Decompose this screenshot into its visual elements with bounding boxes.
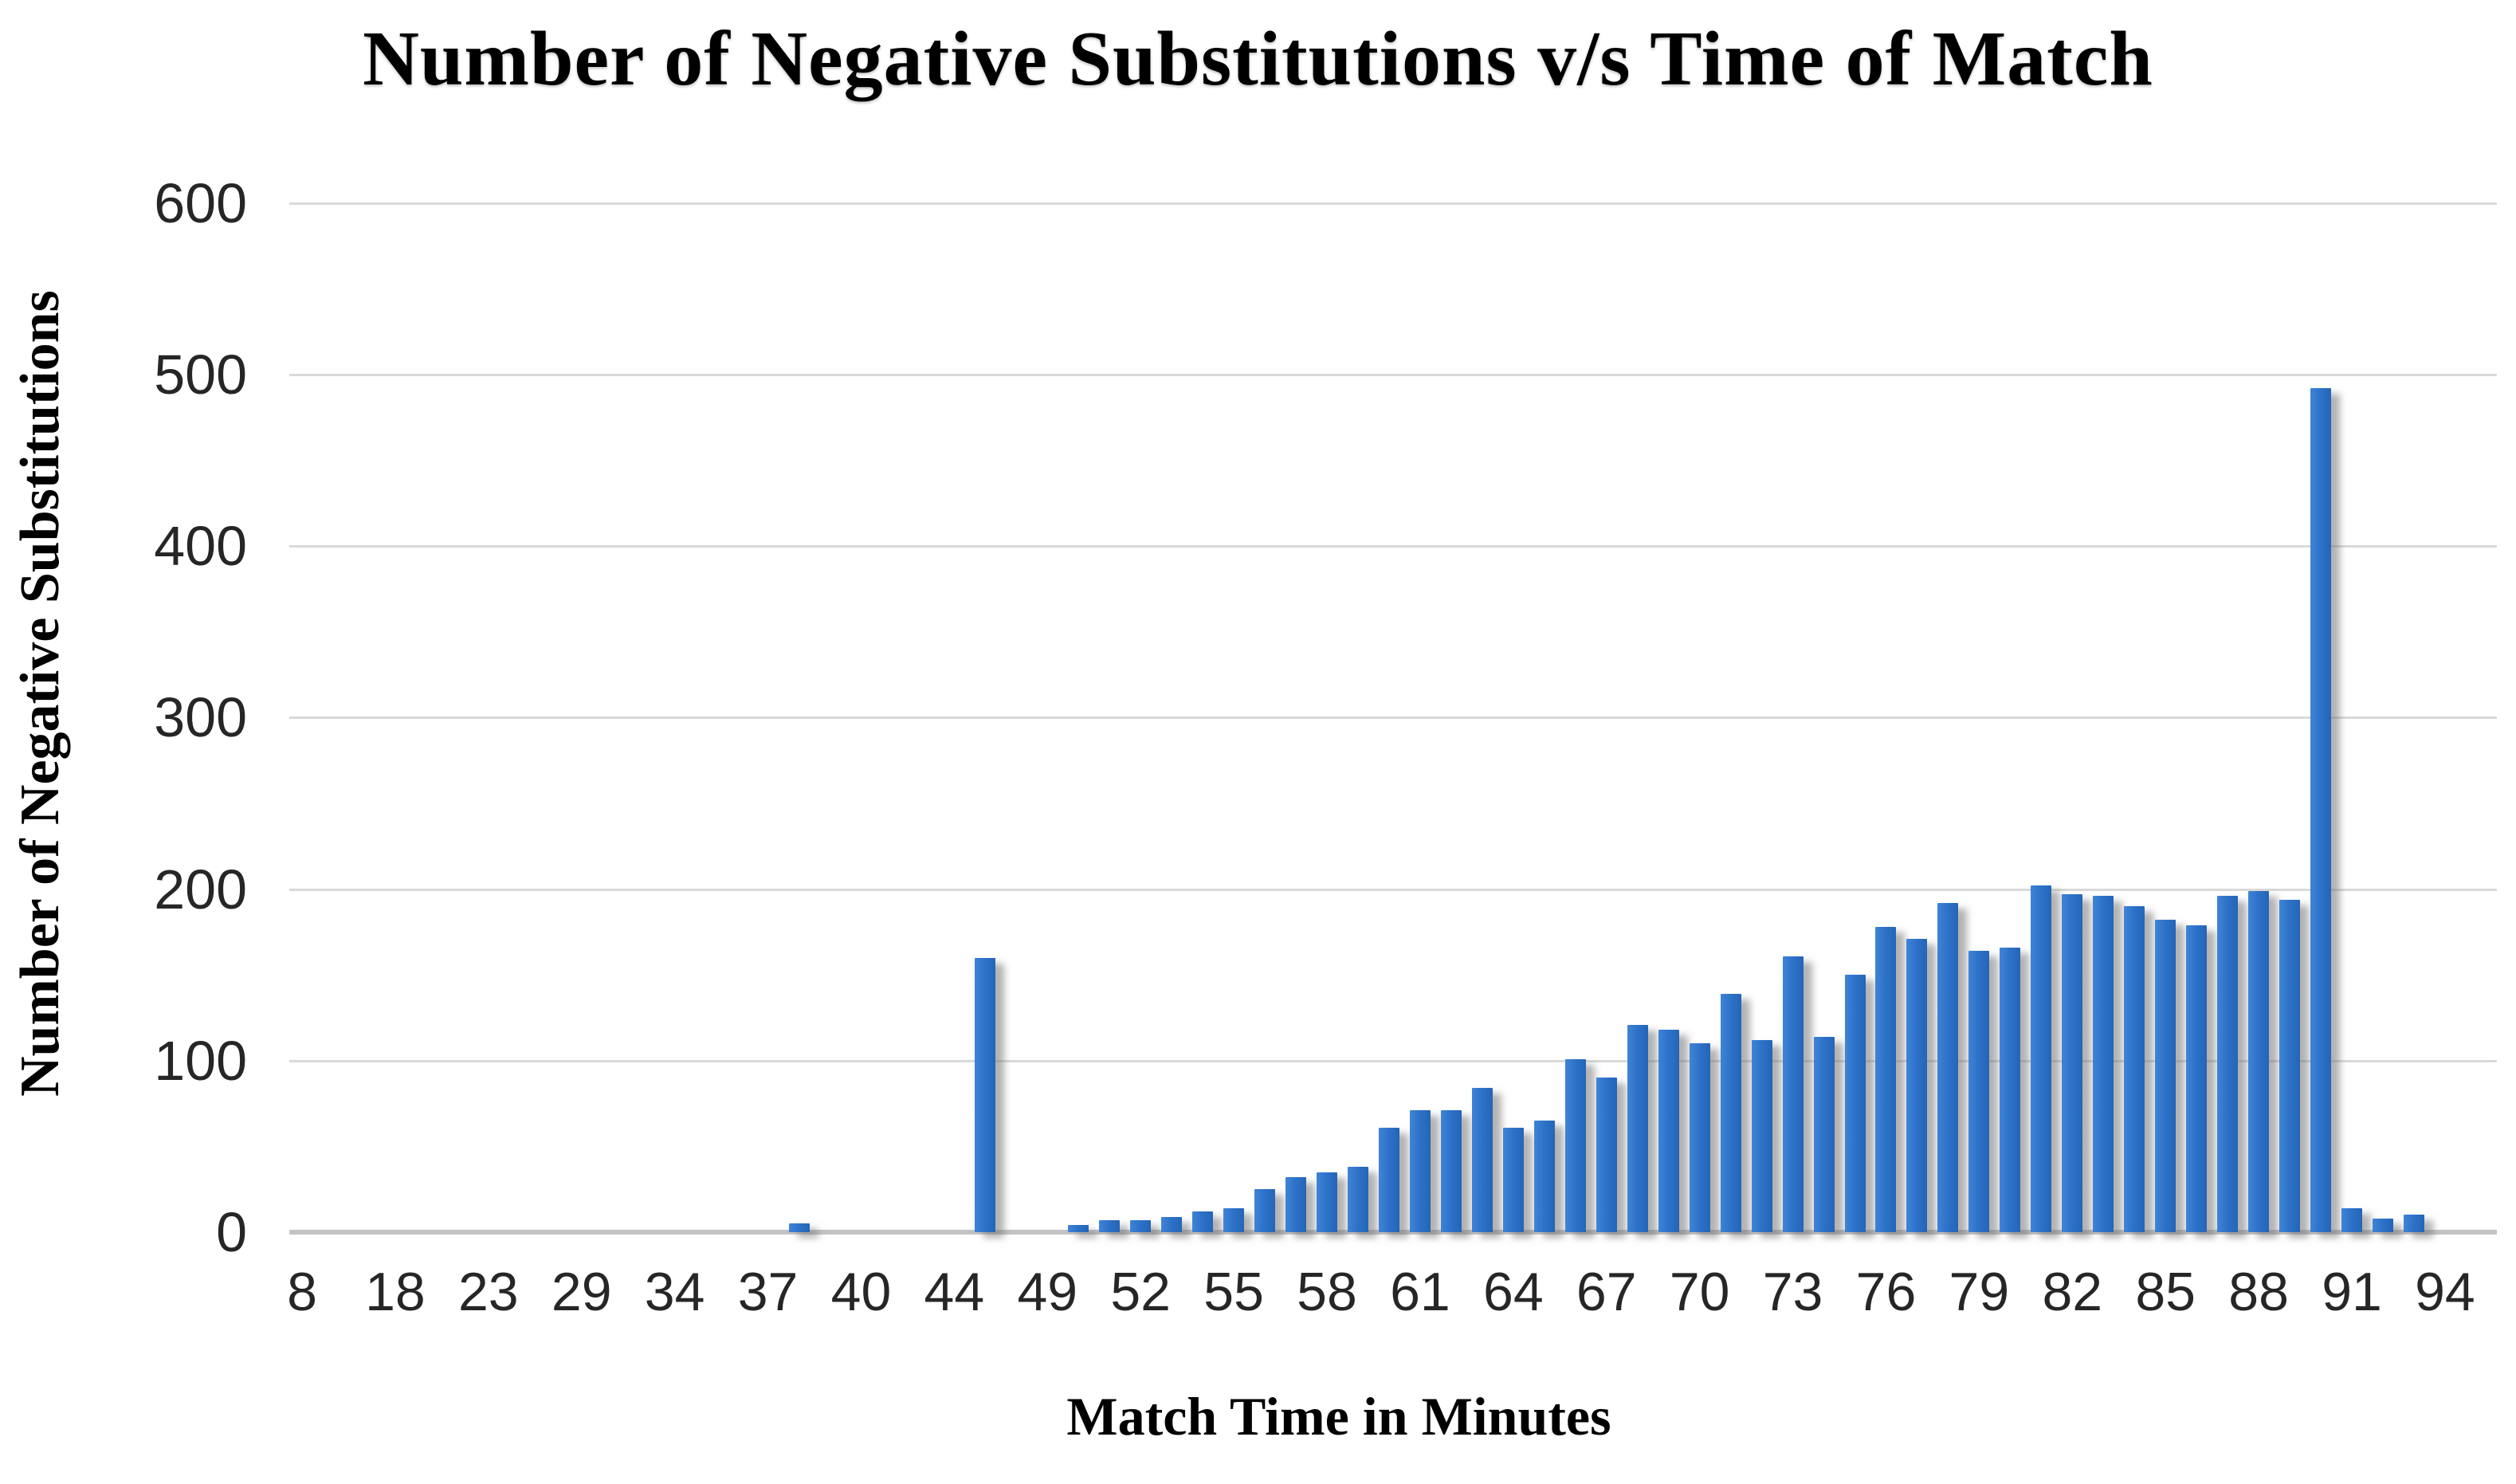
bar-slot-49 [1814,1037,1835,1232]
bar-slot-22 [975,958,995,1232]
x-tick-label-85: 85 [2135,1262,2196,1322]
x-tick-label-29: 29 [551,1262,612,1322]
bar-slot-42-min-67 [1596,1078,1617,1232]
x-tick-label-44: 44 [924,1262,985,1322]
y-tick-label-0: 0 [216,1201,247,1263]
x-tick-label-91: 91 [2322,1262,2382,1322]
gridline-200 [289,888,2497,891]
x-tick-label-67: 67 [1576,1262,1637,1322]
bar-slot-50 [1845,975,1866,1232]
x-tick-label-34: 34 [644,1262,705,1322]
x-tick-label-18: 18 [365,1262,426,1322]
x-tick-label-94: 94 [2415,1262,2475,1322]
y-tick-label-100: 100 [154,1029,247,1092]
bar-slot-59 [2124,906,2145,1232]
bar-slot-46 [1721,994,1741,1232]
bar-slot-16 [789,1223,810,1232]
gridline-600 [289,202,2497,205]
gridline-400 [289,545,2497,548]
x-tick-label-40: 40 [830,1262,892,1322]
x-axis-title: Match Time in Minutes [1066,1386,1611,1447]
bar-slot-63-min-88 [2248,891,2269,1232]
x-tick-label-8: 8 [287,1262,317,1322]
x-axis-line [289,1230,2497,1235]
chart-title: Number of Negative Substitutions v/s Tim… [363,16,2153,102]
x-tick-label-70: 70 [1669,1262,1730,1322]
bar-slot-33-min-58 [1317,1172,1337,1232]
x-tick-label-52: 52 [1110,1262,1172,1322]
bar-slot-61 [2186,925,2207,1232]
bar-slot-29 [1192,1211,1213,1232]
bar-slot-66-min-91 [2341,1208,2362,1232]
gridline-500 [289,374,2497,376]
bar-slot-35 [1379,1128,1399,1232]
bar-slot-25 [1068,1225,1089,1232]
bar-slot-32 [1285,1177,1306,1232]
x-tick-label-82: 82 [2042,1262,2103,1322]
bar-slot-64 [2279,900,2300,1232]
x-tick-label-61: 61 [1390,1262,1450,1322]
bar-slot-58 [2093,896,2114,1232]
bar-slot-45-min-70 [1690,1043,1710,1232]
gridline-300 [289,716,2497,720]
x-tick-label-55: 55 [1203,1262,1264,1322]
bar-slot-54-min-79 [1968,951,1989,1232]
bar-slot-52 [1906,939,1927,1232]
y-tick-label-500: 500 [154,344,247,406]
x-tick-label-37: 37 [737,1262,799,1322]
bar-slot-62 [2217,896,2238,1232]
bar-slot-57-min-82 [2062,894,2082,1232]
bar-slot-38 [1472,1088,1493,1232]
x-tick-label-73: 73 [1762,1262,1823,1322]
bar-slot-37 [1441,1110,1462,1232]
x-tick-label-49: 49 [1017,1262,1078,1322]
bar-slot-28 [1161,1217,1182,1232]
x-tick-label-76: 76 [1855,1262,1917,1322]
y-tick-label-200: 200 [154,858,247,921]
bar-slot-47 [1752,1040,1772,1232]
bar-slot-44 [1658,1030,1679,1232]
y-tick-label-300: 300 [154,686,247,749]
bar-slot-39-min-64 [1503,1128,1524,1232]
bar-slot-68 [2404,1215,2424,1232]
bar-slot-48-min-73 [1783,956,1804,1232]
bar-slot-30-min-55 [1223,1208,1244,1232]
bar-slot-43 [1627,1025,1648,1232]
x-tick-label-58: 58 [1297,1262,1357,1322]
bar-slot-67 [2373,1219,2393,1232]
x-tick-label-64: 64 [1483,1262,1544,1322]
bar-slot-41 [1565,1059,1586,1232]
bar-slot-56 [2031,885,2051,1232]
x-tick-label-88: 88 [2228,1262,2289,1322]
y-tick-label-600: 600 [154,171,247,234]
bar-slot-60-min-85 [2155,920,2176,1232]
bar-slot-40 [1534,1121,1555,1232]
bar-slot-36-min-61 [1410,1110,1431,1232]
bar-slot-53 [1937,903,1958,1232]
gridline-100 [289,1059,2497,1062]
bar-slot-51-min-76 [1875,927,1896,1232]
bar-slot-31 [1254,1189,1275,1232]
x-tick-label-23: 23 [457,1262,519,1322]
bar-slot-34 [1348,1167,1368,1232]
x-tick-label-79: 79 [1949,1262,2010,1322]
bar-slot-26 [1099,1220,1120,1232]
bar-slot-65 [2310,388,2331,1232]
y-tick-label-400: 400 [154,515,247,578]
bar-slot-27-min-52 [1130,1220,1151,1232]
bar-slot-55 [2000,948,2020,1232]
